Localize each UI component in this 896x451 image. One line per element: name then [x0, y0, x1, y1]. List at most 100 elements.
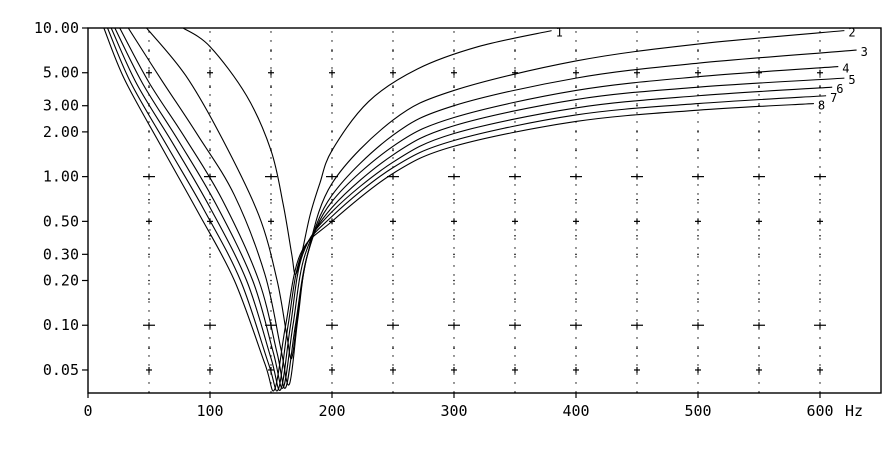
- curve-label-6: 6: [836, 82, 843, 96]
- grid-dot: [758, 139, 760, 141]
- grid-dot: [819, 319, 821, 321]
- grid-dot: [514, 202, 516, 204]
- grid-dot: [331, 292, 333, 294]
- grid-dot: [514, 319, 516, 321]
- grid-dot: [209, 58, 211, 60]
- grid-dot: [209, 31, 211, 33]
- curve-label-5: 5: [848, 73, 855, 87]
- grid-dot: [636, 94, 638, 96]
- grid-dot: [758, 103, 760, 105]
- grid-dot: [514, 148, 516, 150]
- grid-dot: [575, 112, 577, 114]
- grid-dot: [514, 112, 516, 114]
- grid-dot: [636, 347, 638, 350]
- grid-dot: [453, 373, 455, 375]
- grid-dot: [270, 202, 272, 204]
- grid-dot: [331, 364, 333, 366]
- grid-dot: [697, 112, 699, 114]
- grid-dot: [392, 149, 394, 152]
- grid-dot: [270, 274, 272, 276]
- grid-dot: [453, 256, 455, 258]
- grid-dot: [636, 166, 638, 168]
- grid-dot: [697, 274, 699, 276]
- grid-dot: [392, 298, 394, 300]
- grid-dot: [575, 247, 577, 249]
- grid-dot: [636, 198, 638, 201]
- grid-dot: [758, 274, 760, 276]
- grid-dot: [392, 103, 394, 105]
- grid-dot: [392, 112, 394, 114]
- x-tick-label: 500: [684, 402, 711, 420]
- grid-dot: [392, 40, 394, 42]
- grid-dot: [453, 298, 455, 300]
- grid-dot: [331, 346, 333, 348]
- grid-dot: [636, 58, 638, 60]
- grid-dot: [148, 229, 150, 231]
- grid-dot: [392, 184, 394, 186]
- grid-dot: [270, 94, 272, 96]
- grid-dot: [819, 166, 821, 168]
- grid-dot: [209, 373, 211, 375]
- grid-dot: [392, 157, 394, 159]
- grid-dot: [453, 364, 455, 366]
- grid-dot: [392, 85, 394, 87]
- grid-dot: [514, 86, 516, 88]
- grid-dot: [697, 121, 699, 123]
- grid-dot: [575, 347, 577, 350]
- grid-dot: [636, 310, 638, 312]
- grid-dot: [819, 234, 821, 237]
- grid-dot: [148, 86, 150, 88]
- grid-dot: [514, 121, 516, 123]
- x-tick-label: 100: [196, 402, 223, 420]
- grid-dot: [575, 301, 577, 303]
- grid-dot: [636, 211, 638, 213]
- grid-dot: [331, 347, 333, 350]
- grid-dot: [636, 283, 638, 285]
- grid-dot: [453, 184, 455, 186]
- grid-dot: [819, 382, 821, 384]
- grid-dot: [819, 198, 821, 201]
- grid-dot: [697, 247, 699, 249]
- grid-dot: [453, 310, 455, 312]
- curve-label-8: 8: [818, 99, 825, 113]
- grid-dot: [636, 253, 638, 256]
- grid-dot: [453, 382, 455, 384]
- grid-dot: [758, 121, 760, 123]
- grid-dot: [148, 184, 150, 186]
- grid-dot: [392, 292, 394, 294]
- grid-dot: [392, 139, 394, 141]
- grid-dot: [819, 265, 821, 267]
- grid-dot: [636, 104, 638, 107]
- grid-dot: [453, 149, 455, 152]
- grid-dot: [148, 337, 150, 339]
- grid-dot: [697, 157, 699, 159]
- grid-dot: [270, 247, 272, 249]
- x-tick-label: 300: [440, 402, 467, 420]
- grid-dot: [758, 298, 760, 300]
- grid-dot: [697, 355, 699, 357]
- y-tick-label: 10.00: [34, 19, 79, 37]
- x-tick-label: 400: [562, 402, 589, 420]
- grid-dot: [148, 121, 150, 123]
- grid-dot: [270, 310, 272, 312]
- grid-dot: [453, 301, 455, 303]
- grid-dot: [209, 238, 211, 240]
- grid-dot: [209, 40, 211, 42]
- grid-dot: [758, 31, 760, 33]
- grid-dot: [453, 247, 455, 249]
- grid-dot: [331, 40, 333, 42]
- grid-dot: [575, 265, 577, 267]
- grid-dot: [392, 373, 394, 375]
- grid-dot: [697, 198, 699, 201]
- grid-dot: [575, 166, 577, 168]
- grid-dot: [209, 131, 211, 133]
- y-tick-label: 5.00: [43, 64, 79, 82]
- grid-dot: [392, 238, 394, 240]
- grid-dot: [148, 301, 150, 303]
- grid-dot: [331, 337, 333, 339]
- grid-dot: [697, 148, 699, 150]
- grid-dot: [331, 157, 333, 159]
- grid-dot: [148, 310, 150, 312]
- grid-dot: [575, 229, 577, 231]
